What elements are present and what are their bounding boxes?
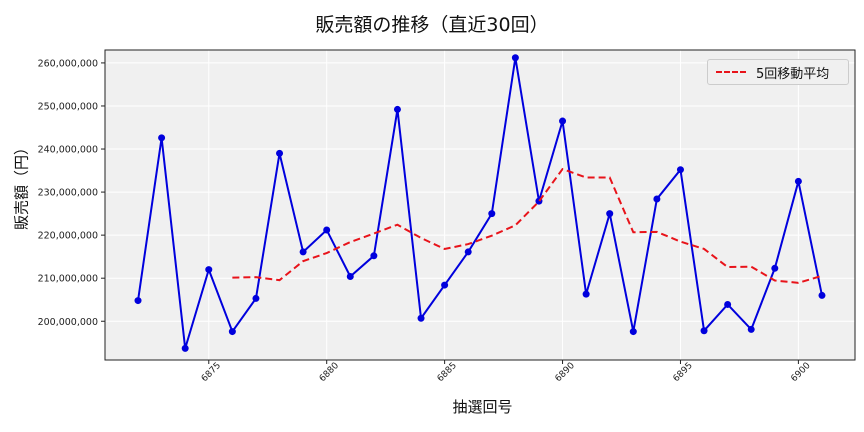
data-point [252, 294, 260, 302]
y-tick-label: 210,000,000 [38, 274, 98, 285]
data-point [393, 105, 401, 113]
data-point [511, 54, 519, 62]
y-tick-label: 230,000,000 [38, 188, 98, 199]
data-point [606, 210, 614, 218]
data-point [818, 291, 826, 299]
data-point [724, 300, 732, 308]
data-point [299, 248, 307, 256]
plot-area [105, 50, 855, 360]
y-tick-label: 260,000,000 [38, 58, 98, 69]
x-tick-label: 6880 [318, 361, 341, 384]
data-point [629, 328, 637, 336]
data-point [582, 290, 590, 298]
x-tick-label: 6885 [436, 361, 459, 384]
data-point [441, 281, 449, 289]
data-point [205, 266, 213, 274]
data-point [794, 177, 802, 185]
y-tick-label: 200,000,000 [38, 317, 98, 328]
y-tick-label: 240,000,000 [38, 145, 98, 156]
legend-label: 5回移動平均 [756, 66, 830, 82]
data-point [181, 344, 189, 352]
data-point [559, 117, 567, 125]
data-point [417, 314, 425, 322]
chart-title: 販売額の推移（直近30回） [315, 14, 549, 36]
x-tick-label: 6875 [200, 361, 223, 384]
data-point [747, 325, 755, 333]
sales-line [137, 57, 823, 349]
y-tick-label: 220,000,000 [38, 231, 98, 242]
data-point [134, 297, 142, 305]
data-point [276, 149, 284, 157]
legend: 5回移動平均 [707, 59, 849, 85]
y-tick-label: 250,000,000 [38, 101, 98, 112]
moving-average-line [232, 167, 823, 284]
data-point [771, 264, 779, 272]
data-point [346, 272, 354, 280]
x-tick-label: 6900 [789, 361, 812, 384]
data-point [370, 252, 378, 260]
data-point [464, 248, 472, 256]
x-axis-label: 抽選回号 [452, 398, 513, 416]
data-point [488, 210, 496, 218]
legend-dashed-line-icon [716, 71, 746, 73]
data-point [700, 327, 708, 335]
data-point [228, 328, 236, 336]
data-point [323, 226, 331, 234]
x-tick-label: 6890 [554, 361, 577, 384]
data-point [158, 134, 166, 142]
data-point [676, 166, 684, 174]
data-point [653, 195, 661, 203]
x-tick-label: 6895 [672, 361, 695, 384]
